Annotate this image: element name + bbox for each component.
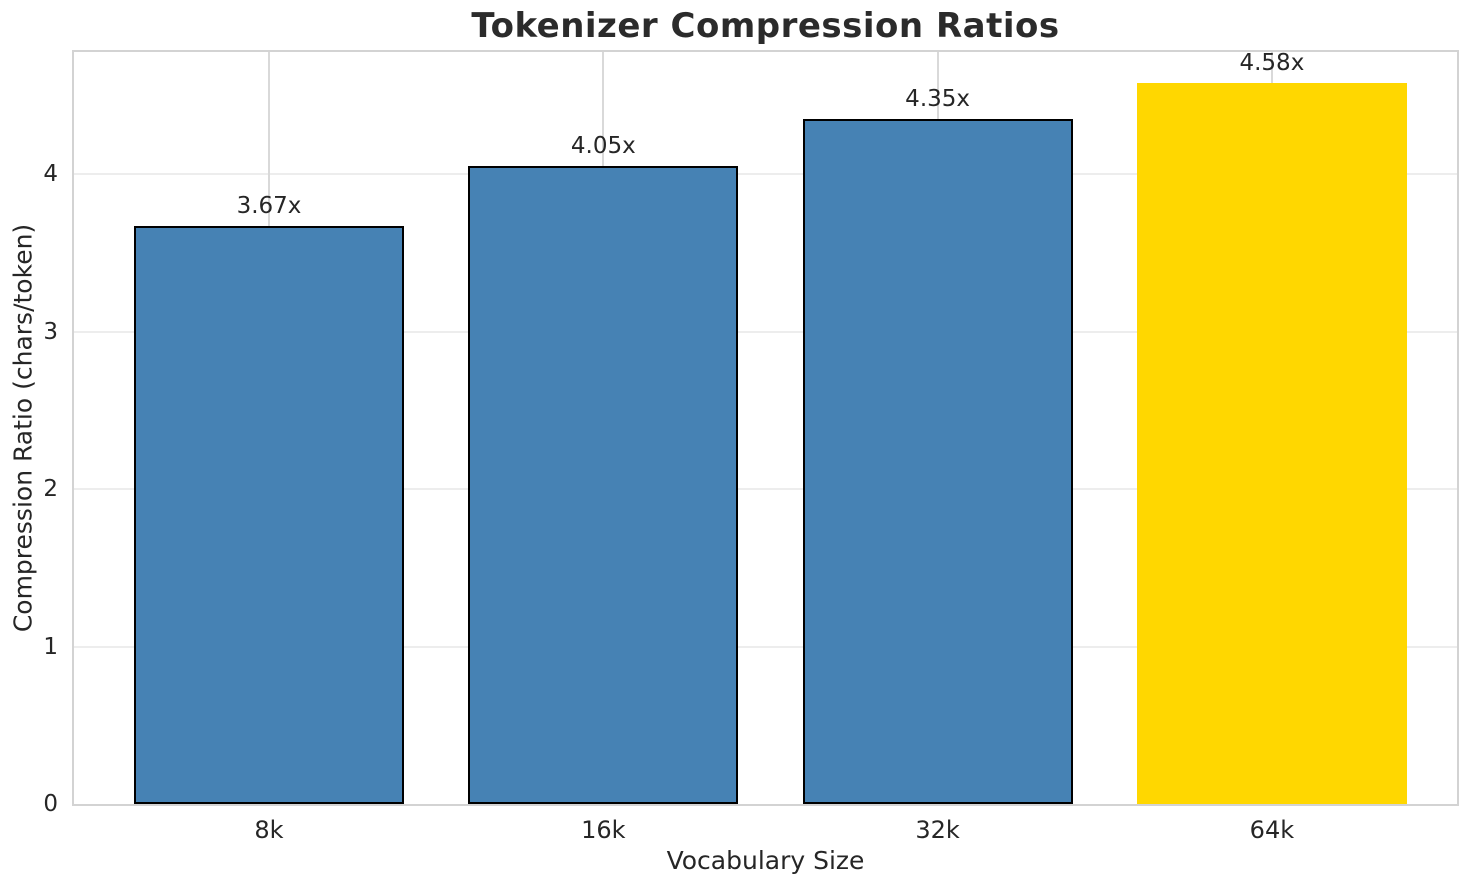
x-tick-label: 64k [1249,816,1295,844]
x-axis-label: Vocabulary Size [666,846,865,875]
gridline-horizontal [74,645,1457,648]
y-tick-label: 2 [43,476,58,502]
gridline-horizontal [74,173,1457,175]
x-tick-label: 8k [254,816,284,844]
y-tick-label: 1 [43,633,58,660]
gridline-horizontal [74,330,1457,333]
y-tick-label: 3 [43,318,58,345]
gridline-horizontal [74,488,1457,490]
plot-area: 3.67x 4.05x 4.35x 4.58x [72,50,1459,806]
bar-16k [468,166,739,804]
bar-64k [1136,82,1407,804]
chart-title: Tokenizer Compression Ratios [471,6,1060,46]
y-axis-label: Compression Ratio (chars/token) [8,223,38,633]
bar-value-label: 3.67x [236,192,302,219]
bar-value-label: 4.35x [905,85,971,112]
x-tick-label: 16k [581,816,626,844]
x-tick-label: 32k [915,816,960,844]
y-tick-label: 4 [43,161,58,187]
bar-value-label: 4.58x [1239,49,1305,76]
bar-32k [802,118,1073,804]
bar-value-label: 4.05x [570,133,636,160]
y-tick-label: 0 [43,791,58,817]
bar-8k [134,225,404,804]
